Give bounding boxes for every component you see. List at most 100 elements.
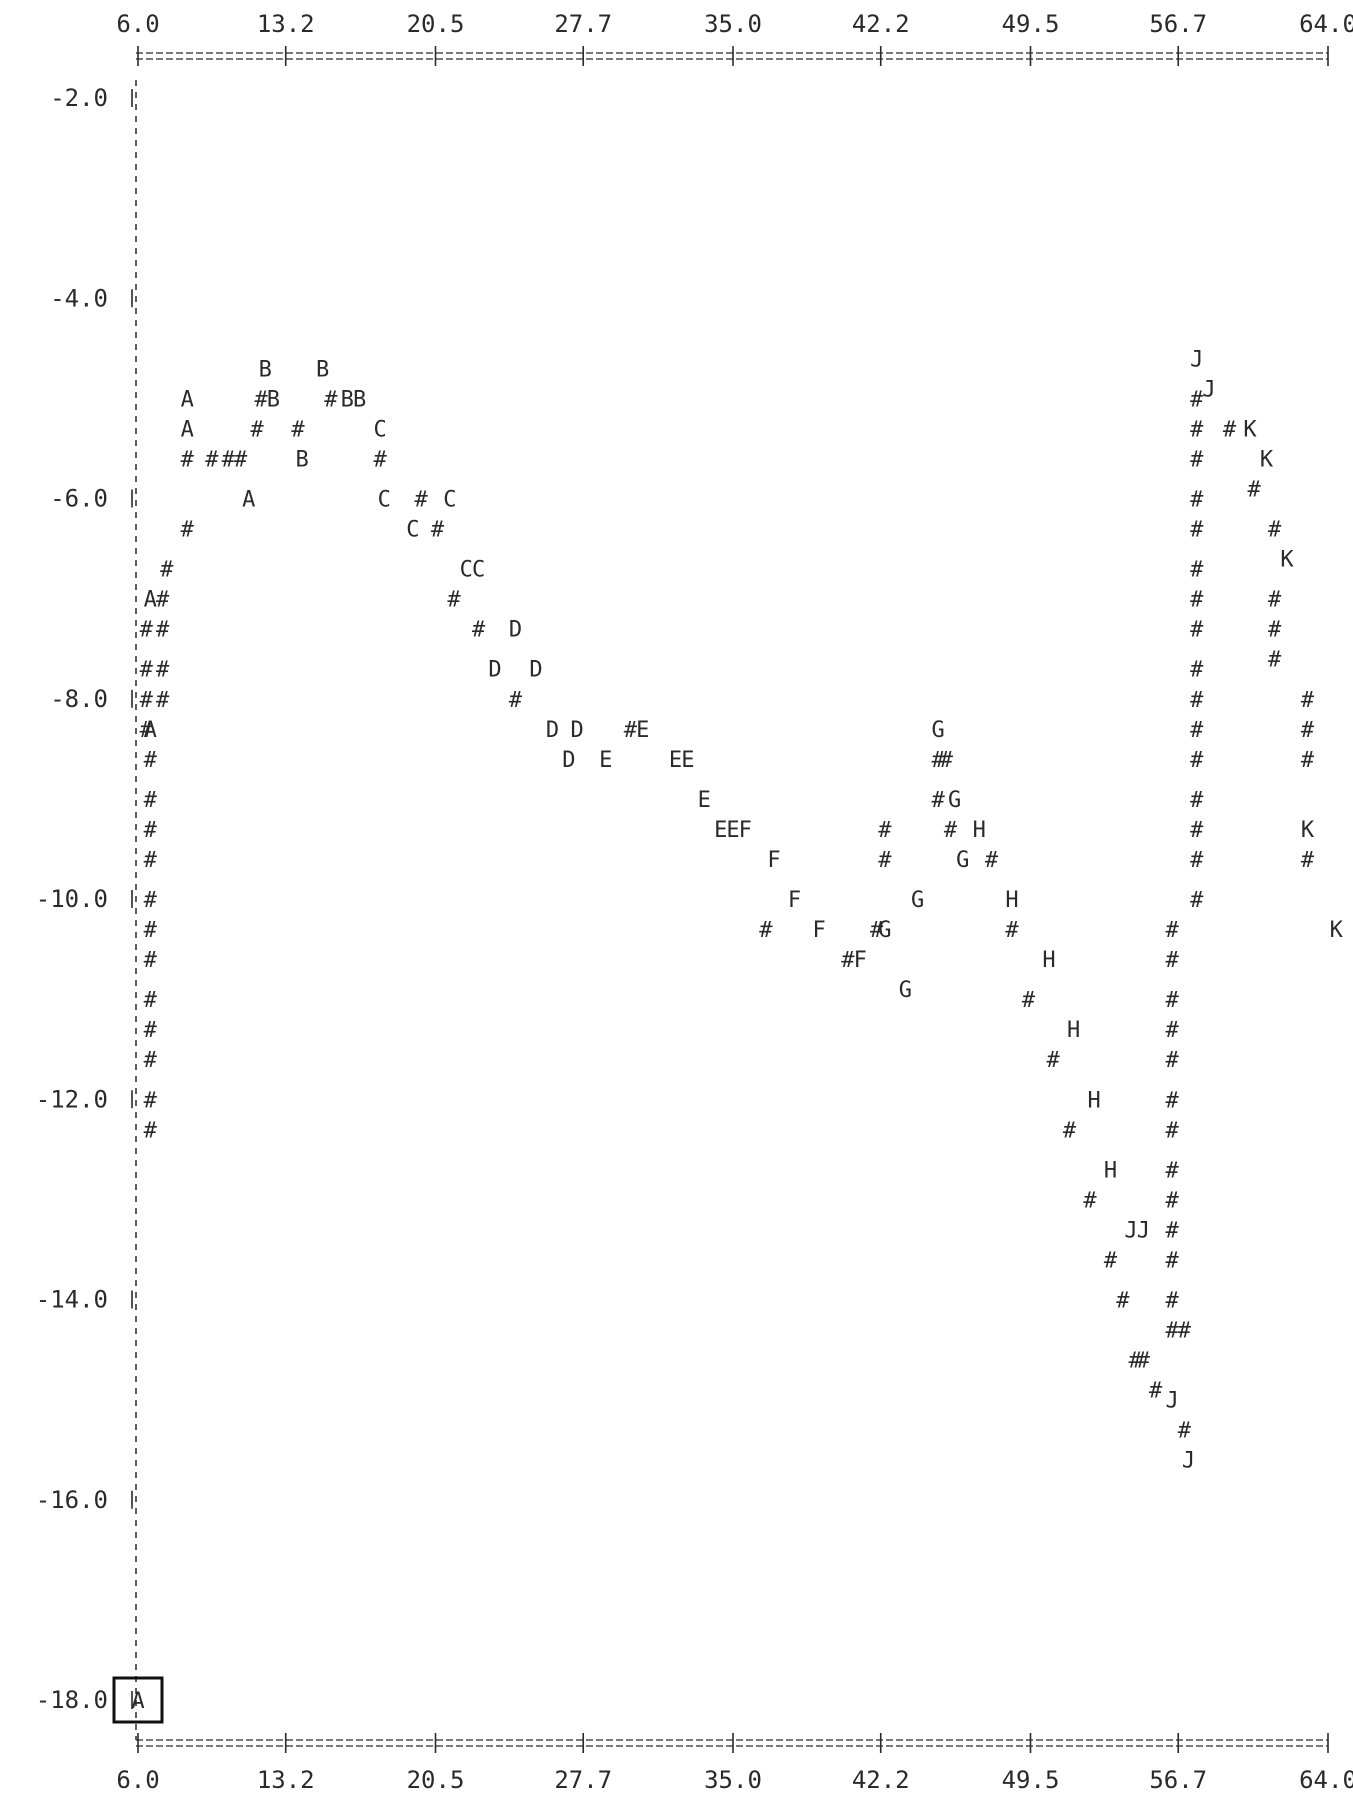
point-k: K — [1301, 818, 1315, 843]
point-c: C — [378, 488, 391, 513]
point-d: D — [488, 658, 501, 683]
trace-marker: # — [1190, 447, 1204, 472]
point-h: H — [973, 818, 986, 843]
point-h: H — [1067, 1018, 1080, 1043]
trace-marker: # — [144, 1088, 158, 1113]
point-j: J — [1165, 1389, 1178, 1414]
trace-marker: # — [1268, 588, 1282, 613]
trace-marker: # — [944, 818, 958, 843]
y-tick-label: -10.0 — [36, 885, 108, 913]
x-tick-label-bottom: 56.7 — [1149, 1766, 1207, 1794]
x-tick-label-top: 27.7 — [554, 10, 612, 38]
trace-marker: # — [181, 518, 195, 543]
point-f: F — [739, 818, 752, 843]
trace-marker: # — [1301, 848, 1315, 873]
y-tick-label: -16.0 — [36, 1486, 108, 1514]
y-tick-label: -6.0 — [50, 485, 108, 513]
trace-marker: # — [1190, 387, 1204, 412]
trace-marker: # — [1248, 477, 1262, 502]
trace-marker: # — [1268, 618, 1282, 643]
trace-marker: # — [160, 558, 174, 583]
point-b: B — [341, 387, 354, 412]
trace-marker: # — [1165, 1088, 1179, 1113]
trace-marker: # — [1178, 1419, 1192, 1444]
x-tick-label-top: 49.5 — [1002, 10, 1060, 38]
y-tick-label: -2.0 — [50, 84, 108, 112]
trace-marker: # — [144, 748, 158, 773]
point-e: E — [669, 748, 682, 773]
point-a: A — [144, 588, 157, 613]
corner-label-box: A — [112, 1676, 164, 1724]
trace-marker: # — [144, 818, 158, 843]
point-b: B — [353, 387, 366, 412]
trace-marker: # — [291, 417, 305, 442]
point-j: J — [1182, 1449, 1195, 1474]
point-b: B — [259, 357, 272, 382]
trace-marker: # — [181, 447, 195, 472]
y-tick-label: -8.0 — [50, 685, 108, 713]
point-k: K — [1330, 918, 1344, 943]
x-tick-label-bottom: 13.2 — [257, 1766, 315, 1794]
trace-marker: # — [1165, 1048, 1179, 1073]
trace-marker: # — [144, 918, 158, 943]
trace-marker: # — [140, 688, 154, 713]
point-c: C — [443, 488, 456, 513]
trace-marker: # — [447, 588, 461, 613]
trace-marker: # — [1178, 1319, 1192, 1344]
trace-marker: # — [144, 988, 158, 1013]
point-b: B — [316, 357, 329, 382]
trace-marker: # — [1165, 1018, 1179, 1043]
point-g: G — [956, 848, 969, 873]
point-g: G — [932, 718, 945, 743]
top-rule — [136, 46, 1329, 66]
trace-marker: # — [1063, 1118, 1077, 1143]
trace-marker: # — [1301, 688, 1315, 713]
axis-frame — [135, 46, 1329, 1753]
point-j: J — [1190, 347, 1203, 372]
trace-marker: # — [940, 748, 954, 773]
point-j: J — [1137, 1218, 1150, 1243]
point-f: F — [767, 848, 780, 873]
point-f: F — [813, 918, 826, 943]
x-tick-label-top: 56.7 — [1149, 10, 1207, 38]
trace-marker: # — [1190, 748, 1204, 773]
point-d: D — [509, 618, 522, 643]
trace-marker: # — [1190, 848, 1204, 873]
trace-marker: # — [1046, 1048, 1060, 1073]
y-tick-label: -4.0 — [50, 284, 108, 312]
x-tick-label-top: 64.0 — [1299, 10, 1353, 38]
x-tick-label-top: 35.0 — [704, 10, 762, 38]
trace-marker: # — [1190, 788, 1204, 813]
point-j: J — [1202, 377, 1215, 402]
trace-marker: # — [472, 618, 486, 643]
y-tick-label: -12.0 — [36, 1085, 108, 1113]
trace-marker: # — [1165, 1289, 1179, 1314]
point-a: A — [181, 387, 194, 412]
trace-marker: # — [144, 888, 158, 913]
point-k: K — [1280, 548, 1294, 573]
trace-marker: # — [932, 788, 946, 813]
y-axis-ticks: -2.0 -4.0 -6.0 -8.0 -10.0 -12.0 -14.0 -16.0 -18.… — [36, 84, 133, 1714]
trace-marker: # — [624, 718, 638, 743]
trace-markers: # # # # # # # # # # # # # # # # # # # # # # # # # # # # # # # # # # # # # # # #… — [140, 387, 1315, 1443]
x-tick-label-bottom: 6.0 — [116, 1766, 159, 1794]
point-a: A — [144, 718, 157, 743]
trace-marker: # — [1165, 918, 1179, 943]
x-tick-label-top: 20.5 — [407, 10, 465, 38]
trace-marker: # — [509, 688, 523, 713]
trace-marker: # — [1190, 417, 1204, 442]
trace-marker: # — [1005, 918, 1019, 943]
trace-marker: # — [759, 918, 773, 943]
trace-marker: # — [144, 788, 158, 813]
point-b: B — [296, 447, 309, 472]
x-axis-top-ticks: 6.0 13.2 20.5 27.7 35.0 42.2 49.5 56.7 64.0 — [116, 10, 1353, 38]
trace-marker: # — [1268, 648, 1282, 673]
trace-marker: # — [1190, 588, 1204, 613]
trace-marker: # — [1165, 948, 1179, 973]
trace-marker: # — [985, 848, 999, 873]
trace-marker: # — [1116, 1289, 1130, 1314]
trace-marker: # — [1190, 518, 1204, 543]
point-c: C — [472, 558, 485, 583]
